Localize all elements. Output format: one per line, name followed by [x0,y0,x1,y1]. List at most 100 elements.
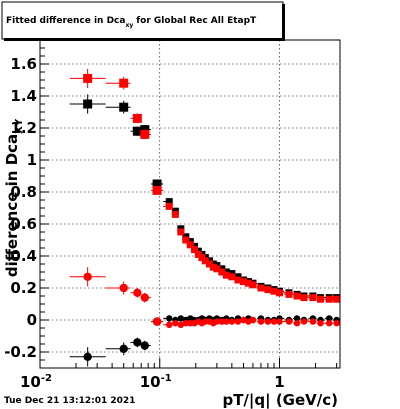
data-point [276,289,284,297]
data-point [309,318,317,325]
x-tick-label: 10-2 [20,373,52,391]
data-point [119,283,128,293]
y-tick-label: 1.6 [10,55,37,73]
data-point [317,295,325,303]
data-point [234,276,242,284]
data-point [152,317,162,326]
data-point [140,341,149,350]
y-tick-label: 0.4 [10,247,37,265]
data-point [165,202,173,210]
data-point [257,284,265,292]
y-tick-label: 1.4 [10,87,37,105]
y-tick-label: -0.2 [4,343,37,361]
data-point [240,316,247,324]
timestamp: Tue Dec 21 13:12:01 2021 [4,396,136,406]
data-point [83,99,93,109]
data-point [140,293,149,302]
data-point [177,321,185,328]
data-point [133,288,142,297]
data-point [83,73,93,83]
data-point [293,292,301,300]
data-layer [69,68,341,367]
data-point [182,320,189,327]
x-axis-title: pT/|q| (GeV/c) [222,391,338,409]
data-point [293,320,301,327]
data-point [325,295,333,303]
axis-ticks [39,47,338,369]
data-point [132,113,142,123]
data-point [182,236,190,244]
data-point [293,315,301,322]
series-2 [69,68,341,303]
y-axis-title-group: difference in DcaXY [3,118,25,277]
data-point [186,241,194,249]
data-point [209,263,217,271]
data-point [218,268,226,276]
title-box-frame [1,1,284,40]
data-point [300,294,308,302]
x-tick-label: 10-1 [140,373,172,391]
title-box-shadow-right [282,4,285,41]
data-point [222,271,230,279]
data-point [205,260,213,268]
y-tick-label: 0 [27,311,37,329]
data-point [172,320,179,327]
data-point [177,228,185,236]
data-point [83,352,92,361]
data-point [83,272,92,281]
y-tick-label: 0.8 [10,183,37,201]
title-box-shadow-bottom [4,38,285,41]
y-axis-title: difference in DcaXY [3,118,25,277]
data-point [285,290,293,298]
data-point [264,286,272,294]
data-point [223,318,230,325]
y-tick-label: 0.2 [10,279,37,297]
x-tick-label: 1 [274,373,284,391]
data-point [171,210,179,218]
data-point [213,318,221,325]
data-point [317,320,324,327]
data-point [201,257,209,265]
data-point [270,287,278,295]
data-point [309,294,317,302]
data-point [166,315,173,322]
data-point [249,281,257,289]
data-point [190,246,198,254]
data-point [140,129,150,139]
chart-title: Fitted difference in Dcaxy for Global Rec… [6,16,257,29]
y-tick-label: 1 [27,151,37,169]
data-point [152,185,162,195]
data-point [244,279,252,287]
data-point [133,338,142,347]
y-tick-label: 1.2 [10,119,37,137]
data-point [228,273,236,281]
y-tick-label: 0.6 [10,215,37,233]
data-point [257,318,265,325]
data-point [270,318,278,325]
data-point [132,126,142,136]
data-point [239,278,247,286]
data-point [264,318,272,325]
data-point [213,265,221,273]
data-point [177,315,185,322]
data-point [119,344,128,353]
data-point [326,315,333,322]
data-point [234,318,242,325]
data-point [285,318,293,325]
tick-labels: -0.2 0 0.2 0.4 0.6 0.8 1 1.2 1.4 1.6 10-2 10-1 1 [4,55,285,391]
title-box: Fitted difference in Dcaxy for Global Rec… [1,1,285,41]
data-point [333,295,341,303]
data-point [333,320,340,327]
data-point [218,318,226,325]
data-point [300,318,308,325]
data-point [326,320,333,327]
data-point [194,250,202,258]
data-point [228,318,236,325]
data-point [152,179,162,189]
data-point [249,316,257,324]
series-4 [69,267,341,328]
data-point [276,318,283,325]
data-point [165,198,173,206]
